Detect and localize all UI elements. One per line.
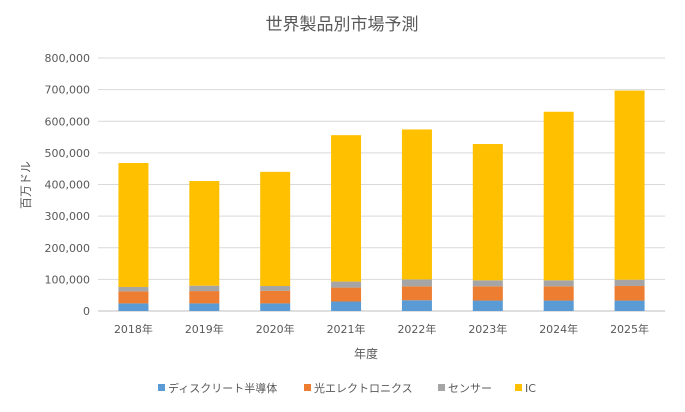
bar-segment bbox=[118, 162, 149, 287]
y-tick-label: 600,000 bbox=[45, 115, 91, 128]
bar-segment bbox=[331, 135, 362, 282]
bar-segment bbox=[543, 111, 574, 281]
legend-label: 光エレクトロニクス bbox=[314, 381, 413, 395]
bar-segment bbox=[189, 285, 220, 292]
legend-swatch bbox=[438, 384, 445, 391]
bars bbox=[118, 90, 645, 311]
bar-segment bbox=[260, 290, 291, 304]
y-axis-label: 百万ドル bbox=[19, 161, 33, 209]
bar-segment bbox=[260, 171, 291, 287]
bar-segment bbox=[118, 286, 149, 292]
legend-label: IC bbox=[525, 382, 536, 395]
x-tick-label: 2021年 bbox=[327, 322, 366, 336]
x-axis-ticks: 2018年 2019年 2020年 2021年 2022年 2023年 2024年 2025年 bbox=[114, 322, 649, 336]
bar-segment bbox=[472, 286, 503, 301]
y-tick-label: 700,000 bbox=[45, 84, 91, 97]
bar-segment bbox=[189, 303, 220, 311]
bar-segment bbox=[260, 286, 291, 291]
bar-segment bbox=[472, 144, 503, 281]
y-tick-label: 300,000 bbox=[45, 210, 91, 223]
bar-segment bbox=[331, 281, 362, 288]
x-tick-label: 2020年 bbox=[256, 322, 295, 336]
bar-segment bbox=[543, 286, 574, 301]
bar-segment bbox=[614, 300, 645, 311]
bar-segment bbox=[472, 300, 503, 311]
bar-segment bbox=[118, 303, 149, 311]
bar-segment bbox=[189, 181, 220, 286]
bar-segment bbox=[118, 291, 149, 304]
y-tick-label: 500,000 bbox=[45, 147, 91, 160]
x-tick-label: 2024年 bbox=[539, 322, 578, 336]
x-tick-label: 2022年 bbox=[397, 322, 436, 336]
bar-segment bbox=[401, 279, 432, 287]
x-tick-label: 2025年 bbox=[610, 322, 649, 336]
bar-segment bbox=[401, 129, 432, 280]
bar-segment bbox=[543, 300, 574, 311]
y-tick-label: 0 bbox=[83, 305, 90, 318]
legend-swatch bbox=[515, 384, 522, 391]
x-tick-label: 2018年 bbox=[114, 322, 153, 336]
bar-segment bbox=[614, 279, 645, 287]
bar-segment bbox=[614, 90, 645, 280]
y-axis-ticks: 0 100,000 200,000 300,000 400,000 500,000 600,… bbox=[45, 52, 91, 318]
bar-segment bbox=[331, 287, 362, 302]
y-tick-label: 800,000 bbox=[45, 52, 91, 65]
y-tick-label: 100,000 bbox=[45, 273, 91, 286]
y-tick-label: 200,000 bbox=[45, 242, 91, 255]
bar-segment bbox=[189, 291, 220, 304]
bar-segment bbox=[331, 301, 362, 311]
legend-label: ディスクリート半導体 bbox=[168, 381, 277, 395]
legend-swatch bbox=[158, 384, 165, 391]
bar-segment bbox=[401, 300, 432, 311]
x-tick-label: 2019年 bbox=[185, 322, 224, 336]
bar-segment bbox=[614, 286, 645, 301]
legend: ディスクリート半導体 光エレクトロニクス センサー IC bbox=[158, 381, 536, 395]
gridlines bbox=[98, 57, 665, 312]
legend-label: センサー bbox=[448, 382, 492, 395]
bar-segment bbox=[543, 280, 574, 287]
chart-title: 世界製品別市場予測 bbox=[266, 15, 419, 35]
legend-swatch bbox=[304, 384, 311, 391]
bar-segment bbox=[401, 286, 432, 301]
x-tick-label: 2023年 bbox=[468, 322, 507, 336]
y-tick-label: 400,000 bbox=[45, 179, 91, 192]
x-axis-label: 年度 bbox=[354, 346, 378, 361]
bar-segment bbox=[260, 303, 291, 311]
bar-segment bbox=[472, 280, 503, 287]
